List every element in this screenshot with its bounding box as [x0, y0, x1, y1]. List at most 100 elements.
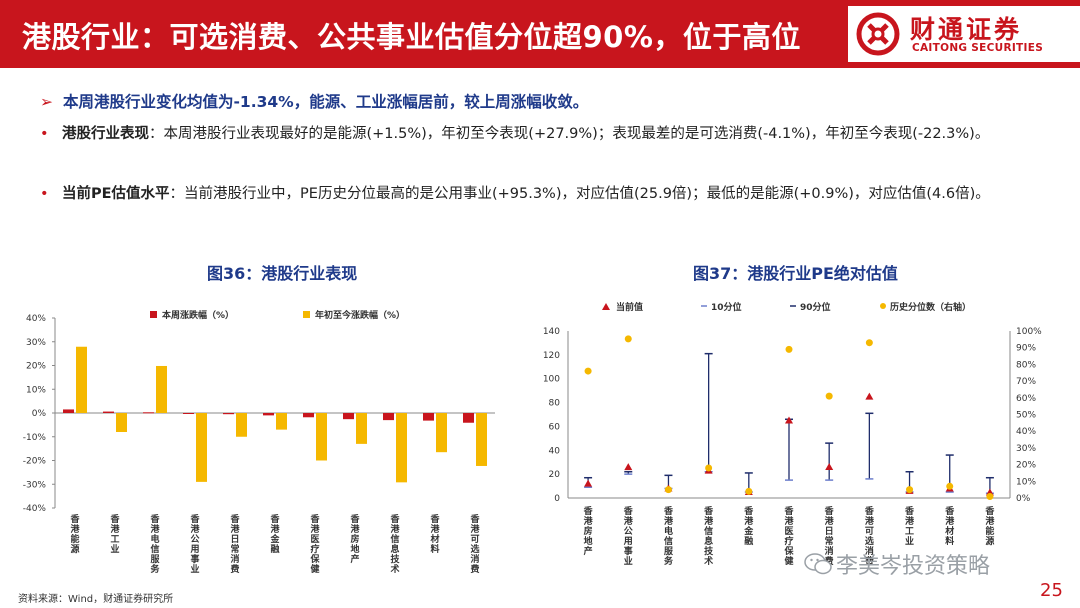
weekly-change-bar	[223, 413, 234, 415]
ytd-change-bar	[316, 413, 327, 461]
ytd-change-bar	[396, 413, 407, 483]
left-y-tick-label: 60	[549, 422, 561, 432]
ytd-change-bar	[276, 413, 287, 430]
left-y-tick-label: 100	[543, 375, 560, 385]
figure36-title: 图36：港股行业表现	[207, 264, 358, 283]
weekly-change-bar	[63, 409, 74, 413]
bullet-text: ：当前港股行业中，PE历史分位最高的是公用事业(+95.3%)，对应估值(25.…	[169, 186, 990, 202]
figure37-title: 图37：港股行业PE绝对估值	[693, 264, 898, 283]
percentile-marker	[865, 339, 873, 347]
x-category-label: 香港公用事业	[623, 505, 634, 567]
x-category-label: 香港信息技术	[389, 513, 400, 575]
legend-percentile-icon	[880, 303, 886, 309]
x-category-label: 香港电信服务	[149, 513, 160, 575]
x-category-label: 香港能源	[69, 513, 80, 555]
percentile-marker	[705, 464, 713, 472]
ytd-change-bar	[76, 346, 87, 413]
x-category-label: 香港医疗保健	[309, 513, 320, 575]
x-category-label: 香港能源	[984, 505, 995, 547]
x-category-label: 香港日常消费	[824, 505, 835, 567]
x-category-label: 香港材料	[944, 505, 955, 547]
legend-label: 10分位	[711, 301, 742, 313]
right-y-tick-label: 0%	[1016, 494, 1031, 504]
x-category-label: 香港金融	[743, 505, 754, 547]
header-bar: 港股行业：可选消费、公共事业估值分位超90%，位于高位 财通证券 CAITONG…	[0, 0, 1080, 68]
legend-label: 90分位	[800, 301, 831, 313]
x-category-label: 香港医疗保健	[783, 505, 794, 567]
ytd-change-bar	[236, 413, 247, 437]
percentile-marker	[946, 482, 954, 490]
y-tick-label: 30%	[26, 338, 46, 348]
right-y-tick-label: 70%	[1016, 377, 1036, 387]
right-y-tick-label: 10%	[1016, 477, 1036, 487]
current-value-marker	[624, 463, 633, 471]
legend-swatch	[303, 311, 310, 318]
percentile-marker	[906, 486, 914, 494]
ytd-change-bar	[476, 413, 487, 466]
legend-swatch	[150, 311, 157, 318]
left-y-tick-label: 120	[543, 351, 560, 361]
current-value-marker	[865, 392, 874, 400]
industry-pe-chart: 0 20 40 60 80 100 120 140 0% 10% 20% 30% 40% 50% 60% 70…	[543, 301, 1042, 567]
percentile-marker	[825, 392, 833, 400]
weekly-change-bar	[463, 413, 474, 423]
watermark-text: 李美岑投资策略	[836, 554, 991, 579]
current-value-marker	[825, 462, 834, 470]
right-y-tick-label: 90%	[1016, 344, 1036, 354]
percentile-marker	[664, 486, 672, 494]
weekly-change-bar	[423, 413, 434, 421]
weekly-change-bar	[263, 413, 274, 416]
x-category-label: 香港工业	[904, 505, 915, 547]
weekly-change-bar	[343, 413, 354, 420]
legend-label: 本周涨跌幅（%）	[162, 309, 234, 321]
data-source: 资料来源：Wind，财通证券研究所	[18, 594, 174, 605]
summary-line: ➢ 本周港股行业变化均值为-1.34%，能源、工业涨幅居前，较上周涨幅收敛。	[40, 90, 588, 112]
left-y-tick-label: 140	[543, 327, 560, 337]
x-category-label: 香港材料	[429, 513, 440, 555]
percentile-marker	[785, 345, 793, 353]
weekly-change-bar	[383, 413, 394, 421]
logo-chinese-name: 财通证券	[910, 15, 1023, 44]
right-y-tick-label: 60%	[1016, 394, 1036, 404]
weekly-change-bar	[303, 413, 314, 418]
left-y-tick-label: 40	[549, 446, 561, 456]
weekly-change-bar	[143, 412, 154, 414]
y-tick-label: 10%	[26, 385, 46, 395]
bullet-label: 港股行业表现	[62, 126, 149, 142]
bullet-dot-icon: •	[40, 186, 49, 202]
x-category-label: 香港工业	[109, 513, 120, 555]
ytd-change-bar	[196, 413, 207, 482]
weekly-change-bar	[103, 411, 114, 413]
x-category-label: 香港公用事业	[189, 513, 200, 575]
bullet-label: 当前PE估值水平	[62, 186, 170, 202]
y-tick-label: 20%	[26, 362, 46, 372]
percentile-marker	[624, 335, 632, 343]
percentile-marker	[584, 367, 592, 375]
industry-performance-chart: 40% 30% 20% 10% 0% -10% -20% -30% -40% 香港能源 香港工业 香港…	[23, 309, 495, 575]
x-category-label: 香港房地产	[349, 513, 360, 565]
percentile-marker	[986, 492, 994, 500]
current-value-marker	[584, 479, 593, 487]
x-category-label: 香港可选消费	[469, 513, 480, 575]
summary-text: 本周港股行业变化均值为-1.34%，能源、工业涨幅居前，较上周涨幅收敛。	[63, 93, 589, 111]
right-y-tick-label: 30%	[1016, 444, 1036, 454]
bullet-dot-icon: •	[40, 126, 49, 142]
x-category-label: 香港可选消费	[864, 505, 875, 567]
wechat-icon	[804, 553, 832, 575]
page-title: 港股行业：可选消费、公共事业估值分位超90%，位于高位	[22, 20, 801, 54]
y-tick-label: -20%	[23, 457, 47, 467]
ytd-change-bar	[116, 413, 127, 432]
x-category-label: 香港日常消费	[229, 513, 240, 575]
current-value-marker	[785, 416, 793, 424]
logo-english-name: CAITONG SECURITIES	[912, 42, 1044, 54]
legend-current-icon	[602, 303, 610, 310]
legend-label: 年初至今涨跌幅（%）	[315, 309, 405, 321]
ytd-change-bar	[156, 365, 167, 413]
right-y-tick-label: 40%	[1016, 427, 1036, 437]
caitong-logo-icon	[856, 12, 900, 56]
ytd-change-bar	[356, 413, 367, 444]
y-tick-label: -10%	[23, 433, 47, 443]
x-category-label: 香港金融	[269, 513, 280, 555]
y-tick-label: -40%	[23, 504, 47, 514]
right-y-tick-label: 20%	[1016, 461, 1036, 471]
